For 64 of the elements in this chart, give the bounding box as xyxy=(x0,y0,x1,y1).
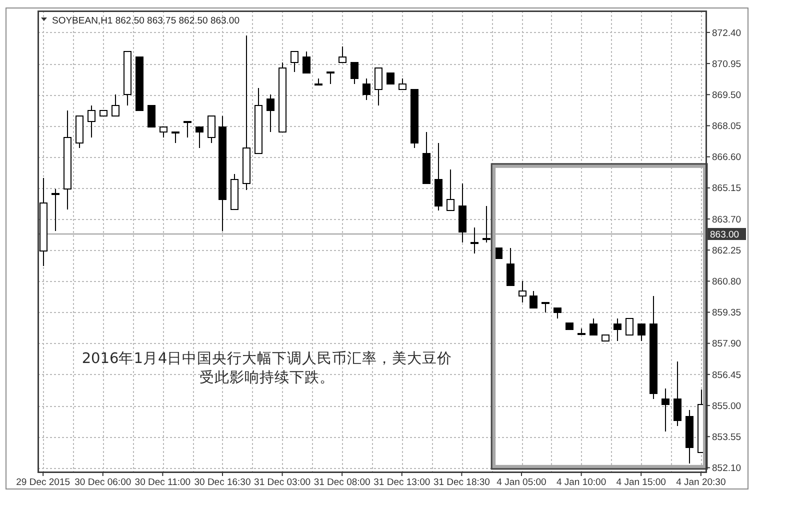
y-tick-label: 866.60 xyxy=(712,152,742,164)
candlestick xyxy=(338,46,346,63)
candlestick xyxy=(290,51,298,73)
y-tick-label: 872.40 xyxy=(712,28,742,39)
candlestick xyxy=(470,227,478,254)
candlestick xyxy=(542,302,550,313)
annotation: 2016年1月4日中国央行大幅下调人民币汇率，美大豆价受此影响持续下跌。 xyxy=(82,350,452,386)
y-tick-label: 859.35 xyxy=(712,308,742,319)
x-tick-label: 30 Dec 11:00 xyxy=(134,477,191,488)
x-tick-label: 30 Dec 06:00 xyxy=(74,477,132,488)
candlestick xyxy=(172,132,180,144)
y-tick-label: 869.50 xyxy=(712,90,742,101)
y-tick-label: 857.90 xyxy=(712,338,742,350)
candlestick xyxy=(326,72,334,84)
y-tick-label: 862.25 xyxy=(712,245,742,256)
candlestick xyxy=(674,361,682,426)
y-tick-label: 860.80 xyxy=(712,276,742,288)
x-tick-label: 29 Dec 2015 xyxy=(16,477,70,488)
x-tick-label: 4 Jan 15:00 xyxy=(616,477,666,488)
candlestick xyxy=(554,307,562,320)
candlestick xyxy=(266,94,274,133)
candlestick xyxy=(160,126,168,138)
candlestick xyxy=(52,188,60,232)
chart-title: SOYBEAN,H1 862.50 863.75 862.50 863.00 xyxy=(52,15,240,26)
x-tick-label: 4 Jan 20:30 xyxy=(676,477,726,488)
candlestick xyxy=(530,290,538,308)
candlestick xyxy=(362,78,370,100)
candlestick xyxy=(148,104,156,128)
candlestick xyxy=(590,318,598,336)
candlestick xyxy=(350,62,358,84)
y-tick-label: 865.15 xyxy=(712,183,742,194)
candlestick xyxy=(302,51,310,74)
y-tick-label: 852.10 xyxy=(712,463,742,474)
candlestick xyxy=(398,78,406,90)
x-tick-label: 31 Dec 13:00 xyxy=(374,477,430,488)
y-tick-label: 853.55 xyxy=(712,432,742,443)
candlestick xyxy=(386,72,394,84)
ref-line-label: 863.00 xyxy=(710,229,740,240)
x-tick-label: 31 Dec 03:00 xyxy=(254,477,311,488)
candlestick xyxy=(638,324,646,342)
candlestick xyxy=(518,280,526,304)
candlestick xyxy=(482,206,490,244)
y-tick-label: 856.45 xyxy=(712,370,742,381)
x-tick-label: 4 Jan 10:00 xyxy=(556,477,606,488)
candlestick xyxy=(446,169,454,211)
x-tick-label: 31 Dec 08:00 xyxy=(314,477,370,488)
candlestick xyxy=(626,318,634,336)
candlestick xyxy=(88,104,96,138)
candlestick xyxy=(614,318,622,342)
candlestick xyxy=(184,120,192,138)
y-tick-label: 868.05 xyxy=(712,121,742,132)
candlestick xyxy=(662,388,670,432)
candlestick xyxy=(208,116,216,144)
y-tick-label: 863.70 xyxy=(712,214,742,226)
y-tick-label: 870.95 xyxy=(712,58,742,70)
candlestick xyxy=(374,67,382,106)
candlestick xyxy=(112,94,120,117)
candlestick xyxy=(196,126,204,149)
candlestick xyxy=(314,78,322,86)
candlestick xyxy=(506,247,514,286)
x-tick-label: 31 Dec 18:30 xyxy=(433,477,490,488)
x-tick-label: 4 Jan 05:00 xyxy=(496,477,546,488)
x-tick-label: 30 Dec 16:30 xyxy=(194,477,251,488)
y-tick-label: 855.00 xyxy=(712,400,742,412)
